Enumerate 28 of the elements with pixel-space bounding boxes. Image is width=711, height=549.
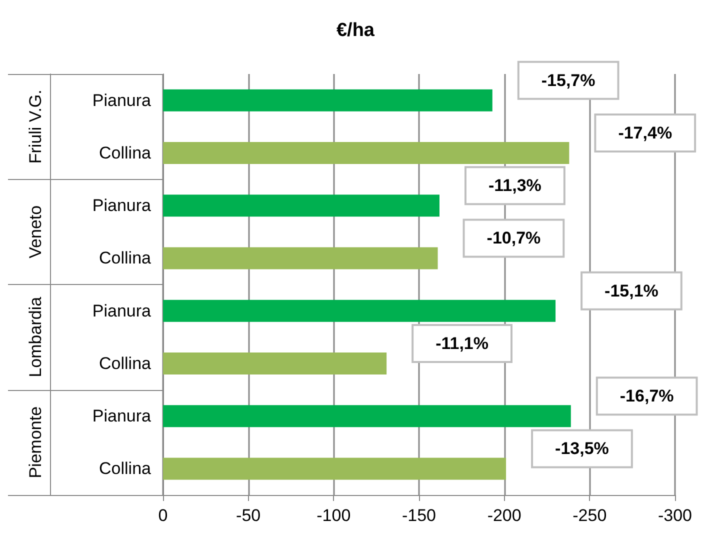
annotation: -15,1% bbox=[604, 281, 658, 300]
y-tick-label: Collina bbox=[99, 354, 152, 373]
x-tick-label: -50 bbox=[236, 506, 261, 525]
x-tick-label: -300 bbox=[658, 506, 692, 525]
annotation: -11,3% bbox=[488, 176, 542, 196]
y-tick-label: Collina bbox=[99, 459, 152, 478]
y-tick-label: Pianura bbox=[92, 301, 152, 320]
y-tick-label: Pianura bbox=[92, 196, 152, 216]
y-tick-label: Pianura bbox=[92, 90, 152, 110]
y-tick-label: Pianura bbox=[92, 406, 152, 426]
annotation: -16,7% bbox=[620, 386, 674, 406]
annotation: -13,5% bbox=[555, 439, 609, 458]
x-tick-label: -250 bbox=[572, 506, 607, 525]
text: Piemonte bbox=[26, 406, 45, 478]
annotation: -15,7% bbox=[541, 70, 596, 90]
y-tick-label: Collina bbox=[99, 143, 152, 162]
text: Lombardia bbox=[26, 296, 45, 378]
annotation: -11,1% bbox=[436, 334, 489, 353]
y-tick-label: Collina bbox=[99, 248, 152, 268]
x-tick-label: -150 bbox=[402, 506, 436, 525]
x-tick-label: -200 bbox=[487, 506, 522, 525]
x-tick-label: -100 bbox=[316, 506, 351, 525]
text: Veneto bbox=[26, 205, 45, 258]
text: Friuli V.G. bbox=[26, 90, 45, 164]
x-tick-label: 0 bbox=[158, 506, 168, 525]
annotation: -17,4% bbox=[618, 123, 672, 142]
chart-title: €/ha bbox=[336, 20, 375, 41]
annotation: -10,7% bbox=[486, 228, 541, 248]
